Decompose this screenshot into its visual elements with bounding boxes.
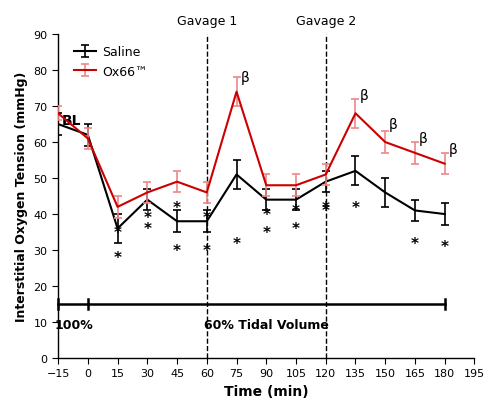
Text: β: β xyxy=(360,89,368,103)
Text: *: * xyxy=(440,240,448,255)
Text: Gavage 2: Gavage 2 xyxy=(296,15,356,28)
Text: Gavage 1: Gavage 1 xyxy=(176,15,237,28)
X-axis label: Time (min): Time (min) xyxy=(224,384,308,398)
Text: *: * xyxy=(114,250,122,266)
Text: *: * xyxy=(232,236,240,251)
Text: β: β xyxy=(448,143,458,157)
Text: *: * xyxy=(262,207,270,222)
Text: *: * xyxy=(352,200,360,215)
Text: *: * xyxy=(144,211,152,226)
Text: *: * xyxy=(173,243,181,258)
Text: β: β xyxy=(389,118,398,132)
Legend: Saline, Ox66™: Saline, Ox66™ xyxy=(68,41,153,83)
Text: BL: BL xyxy=(62,114,82,128)
Text: *: * xyxy=(114,225,122,240)
Text: 100%: 100% xyxy=(54,319,94,332)
Text: *: * xyxy=(173,200,181,215)
Text: *: * xyxy=(322,200,330,215)
Text: *: * xyxy=(411,236,419,251)
Text: *: * xyxy=(292,204,300,219)
Text: β: β xyxy=(419,132,428,146)
Text: *: * xyxy=(144,222,152,237)
Text: β: β xyxy=(240,71,249,85)
Text: *: * xyxy=(203,243,211,258)
Text: *: * xyxy=(292,222,300,237)
Text: 60% Tidal Volume: 60% Tidal Volume xyxy=(204,319,328,332)
Y-axis label: Interstitial Oxygen Tension (mmHg): Interstitial Oxygen Tension (mmHg) xyxy=(15,72,28,321)
Text: *: * xyxy=(203,211,211,226)
Text: *: * xyxy=(262,225,270,240)
Text: *: * xyxy=(322,204,330,219)
